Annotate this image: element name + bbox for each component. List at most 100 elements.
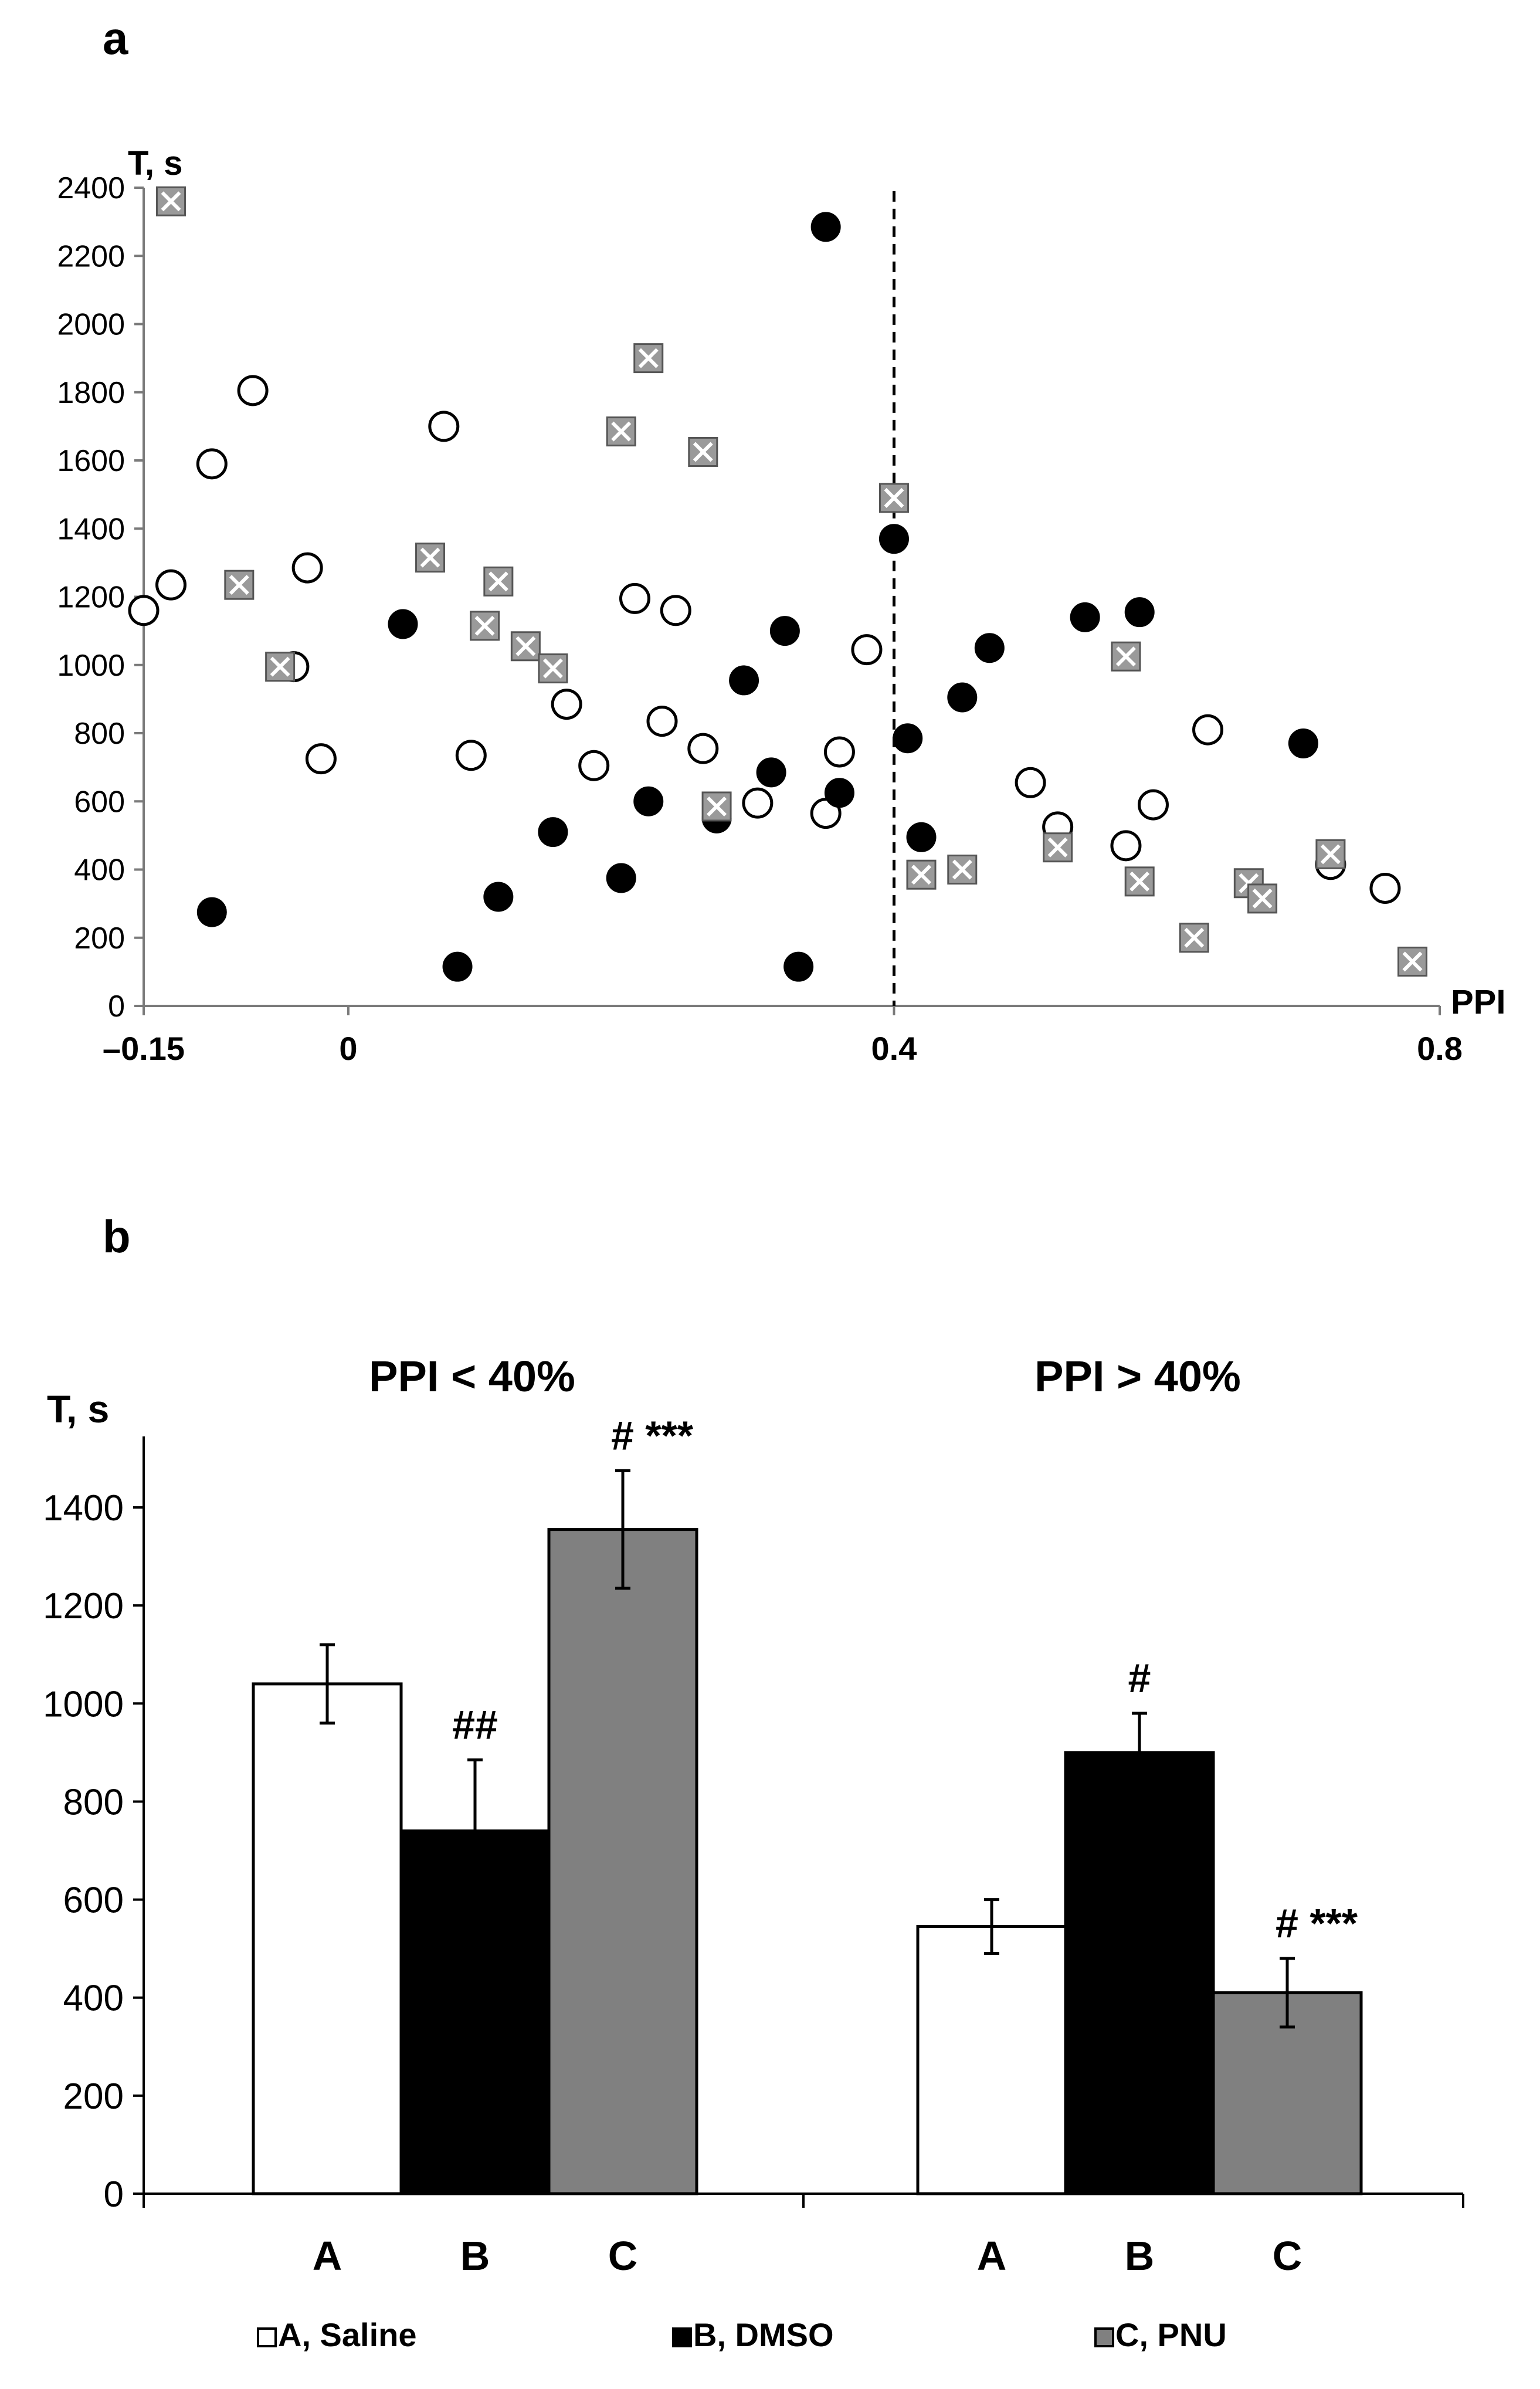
pnu-point: [1247, 883, 1278, 914]
pnu-point-cross: [1184, 927, 1205, 948]
legend-swatch-pnu: [1094, 2327, 1114, 2347]
bar-a: [252, 1682, 403, 2195]
saline-point: [305, 743, 337, 775]
panel-b-y-tick-label: 400: [63, 1978, 124, 2019]
pnu-point-square: [415, 543, 446, 573]
pnu-point: [483, 566, 514, 597]
significance-annotation: # ***: [611, 1412, 694, 1458]
dmso-point: [1070, 602, 1100, 632]
pnu-point-cross: [488, 571, 508, 592]
saline-point: [551, 689, 582, 720]
panel-a-y-tick-label: 1800: [57, 376, 125, 410]
saline-point: [1110, 830, 1142, 862]
pnu-point-cross: [1115, 646, 1136, 667]
pnu-point-square: [1179, 923, 1209, 953]
dmso-point: [893, 723, 923, 754]
pnu-point: [538, 653, 568, 684]
saline-point: [619, 582, 650, 614]
panel-a-y-tick-label: 1200: [57, 581, 125, 615]
panel-a-x-tick-label: 0.4: [871, 1030, 917, 1067]
dmso-point: [606, 863, 636, 893]
group-title-low: PPI < 40%: [369, 1352, 575, 1401]
dmso-point: [947, 682, 978, 713]
pnu-point: [415, 543, 446, 573]
bar-b: [1064, 1751, 1215, 2195]
pnu-point: [688, 436, 718, 467]
pnu-point: [1397, 946, 1427, 977]
pnu-point-cross: [515, 636, 536, 656]
bar-a: [916, 1925, 1067, 2195]
dmso-point: [906, 822, 937, 852]
pnu-point: [1179, 923, 1209, 953]
panel-a-scatter: 0 200 400 600 800 1000 1200 1400 1600 1800 2000 220…: [57, 144, 1505, 1067]
panel-a-x-label: PPI: [1451, 983, 1506, 1021]
dmso-point: [974, 633, 1005, 663]
panel-b-y-tick-label: 1400: [43, 1488, 124, 1529]
pnu-point-cross: [1239, 873, 1259, 893]
dmso-point: [756, 757, 786, 788]
pnu-point-cross: [1320, 844, 1341, 865]
category-label: A: [977, 2233, 1007, 2279]
pnu-point-cross: [707, 796, 727, 816]
pnu-point-cross: [542, 658, 563, 679]
panel-a-y-tick-label: 2000: [57, 308, 125, 342]
dmso-point: [196, 897, 227, 927]
pnu-point: [156, 186, 186, 216]
pnu-point: [1043, 832, 1073, 863]
legend-label-dmso: B, DMSO: [693, 2316, 834, 2353]
saline-point: [1137, 789, 1169, 821]
saline-point: [1369, 872, 1401, 904]
saline-point: [578, 750, 610, 781]
dmso-point: [824, 778, 854, 808]
pnu-point: [510, 631, 541, 662]
category-label: B: [1125, 2233, 1155, 2279]
panel-a-ticks: 0 200 400 600 800 1000 1200 1400 1600 1800 2000 220…: [57, 171, 1463, 1067]
pnu-point: [265, 652, 296, 682]
panel-a-y-tick-label: 400: [74, 853, 125, 887]
panel-a-x-tick-label: 0.8: [1417, 1030, 1463, 1067]
panel-b-bars: A B ## C # *** A B # C # ***: [252, 1412, 1363, 2279]
legend: A, Saline B, DMSO C, PNU: [257, 2316, 1227, 2353]
dmso-point: [388, 609, 418, 639]
pnu-point: [701, 791, 732, 822]
panel-a-y-tick-label: 800: [74, 717, 125, 751]
pnu-point-cross: [161, 191, 181, 212]
legend-label-saline: A, Saline: [278, 2316, 417, 2353]
saline-point: [660, 595, 691, 626]
dmso-point: [1124, 597, 1155, 628]
pnu-point: [906, 859, 937, 890]
panel-a-x-tick-label: –0.15: [103, 1030, 185, 1067]
dmso-point: [1288, 728, 1318, 758]
panel-b-bar-chart: 0 200 400 600 800 1000 1200 1400 A B ## C # *** A B # C…: [43, 1352, 1464, 2353]
panel-a-y-tick-label: 1400: [57, 512, 125, 546]
panel-b-y-tick-label: 1000: [43, 1684, 124, 1724]
pnu-point: [606, 416, 636, 447]
panel-a-y-tick-label: 600: [74, 785, 125, 819]
dmso-point: [483, 882, 514, 912]
saline-point: [1192, 714, 1224, 745]
pnu-point-square: [1043, 832, 1073, 863]
saline-point: [196, 448, 228, 480]
panel-a-y-tick-label: 200: [74, 921, 125, 955]
saline-point: [155, 569, 187, 601]
saline-point: [128, 595, 160, 626]
significance-annotation: ##: [452, 1702, 498, 1747]
dmso-point: [633, 786, 664, 816]
pnu-point-cross: [1129, 871, 1150, 892]
pnu-point-cross: [952, 859, 972, 880]
pnu-point-cross: [693, 442, 713, 462]
saline-point: [687, 733, 719, 764]
significance-annotation: #: [1128, 1655, 1151, 1701]
pnu-point-square: [224, 570, 255, 600]
pnu-point: [878, 483, 909, 513]
panel-b-y-tick-label: 0: [104, 2174, 124, 2215]
pnu-point: [947, 855, 978, 885]
pnu-point-cross: [911, 865, 932, 885]
dmso-point: [729, 665, 759, 696]
panel-b-label: b: [103, 1211, 131, 1262]
dmso-point: [769, 616, 800, 646]
panel-a-y-tick-label: 2200: [57, 239, 125, 273]
pnu-point: [633, 343, 664, 374]
panel-b-y-tick-label: 1200: [43, 1586, 124, 1626]
pnu-point-cross: [1047, 837, 1068, 858]
